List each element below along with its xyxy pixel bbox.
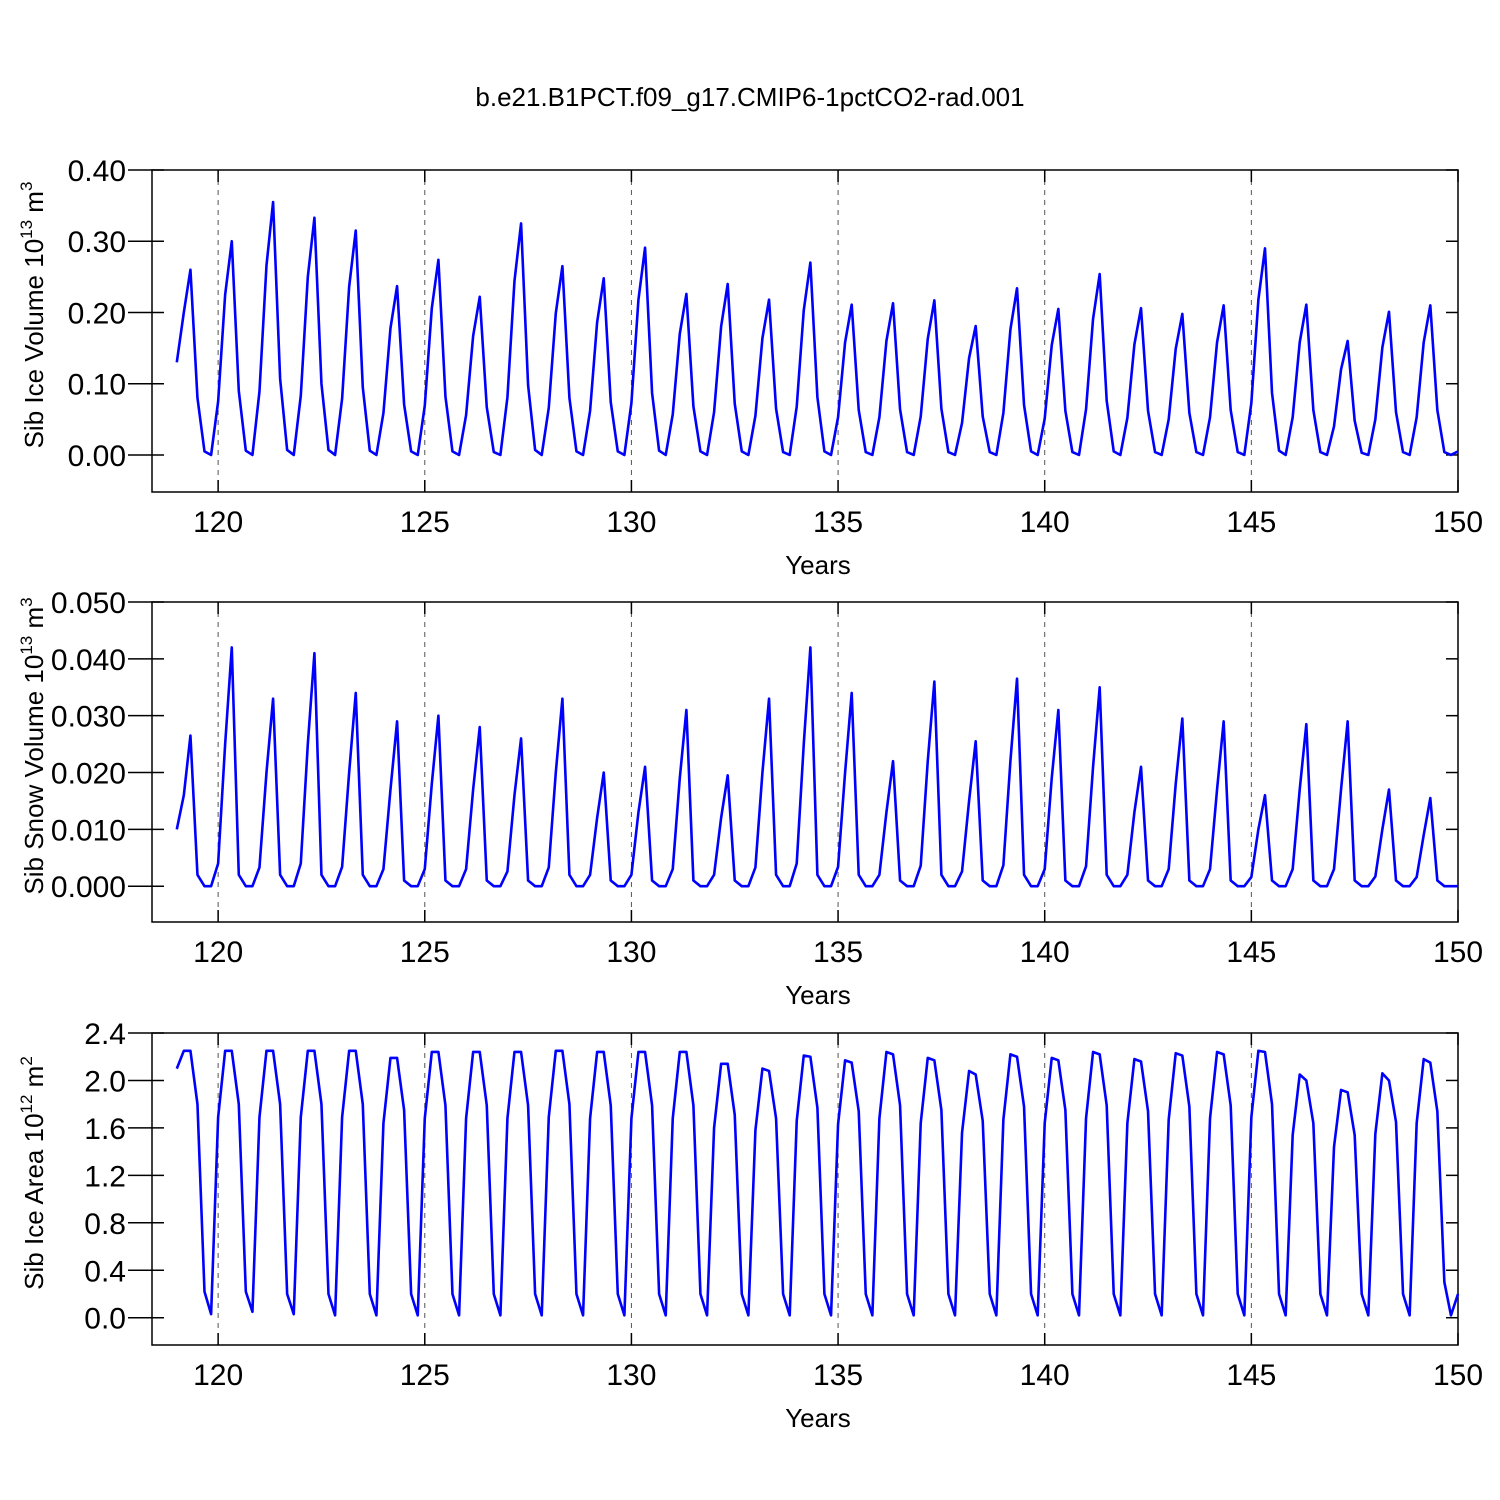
x-tick-label: 140 [1020, 936, 1070, 969]
y-axis-label-superscript: 3 [17, 182, 36, 191]
y-tick-label: 0.30 [68, 226, 126, 259]
x-axis-label: Years [785, 1403, 851, 1433]
x-tick-label: 150 [1433, 1359, 1483, 1392]
y-axis-label-superscript: 13 [17, 636, 36, 655]
y-tick-label: 1.6 [84, 1113, 126, 1146]
y-tick-label: 0.0 [84, 1303, 126, 1336]
x-tick-label: 145 [1226, 506, 1276, 539]
y-tick-label: 2.0 [84, 1065, 126, 1098]
y-tick-label: 1.2 [84, 1160, 126, 1193]
y-axis-label-part: Sib Ice Volume 10 [19, 239, 49, 449]
x-tick-label: 125 [400, 1359, 450, 1392]
plot-frame [151, 169, 1459, 493]
x-tick-label: 150 [1433, 506, 1483, 539]
y-axis-label-part: Sib Snow Volume 10 [19, 655, 49, 895]
y-tick-label: 0.10 [68, 369, 126, 402]
x-tick-label: 120 [193, 506, 243, 539]
x-tick-label: 130 [606, 1359, 656, 1392]
x-tick-label: 125 [400, 936, 450, 969]
y-axis-label-superscript: 13 [17, 220, 36, 239]
plot-frame [151, 601, 1459, 923]
y-tick-label: 0.020 [51, 758, 126, 791]
y-tick-label: 0.050 [51, 587, 126, 620]
x-tick-label: 120 [193, 936, 243, 969]
x-tick-label: 135 [813, 1359, 863, 1392]
x-tick-label: 130 [606, 936, 656, 969]
y-tick-label: 0.20 [68, 297, 126, 330]
y-axis-label-superscript: 2 [17, 1056, 36, 1065]
y-axis-label-part: m [19, 191, 49, 220]
y-tick-label: 0.010 [51, 814, 126, 847]
data-line [175, 1049, 1460, 1317]
y-tick-label: 0.00 [68, 440, 126, 473]
y-axis-label-superscript: 3 [17, 597, 36, 606]
x-tick-label: 140 [1020, 506, 1070, 539]
x-axis-label: Years [785, 550, 851, 580]
x-tick-label: 130 [606, 506, 656, 539]
x-tick-label: 125 [400, 506, 450, 539]
y-axis-label: Sib Ice Area 1012 m2 [17, 1056, 49, 1290]
x-tick-label: 135 [813, 506, 863, 539]
y-axis-label-part: m [19, 607, 49, 636]
x-axis-label: Years [785, 980, 851, 1010]
y-tick-label: 2.4 [84, 1018, 126, 1051]
y-tick-label: 0.4 [84, 1255, 126, 1288]
y-tick-label: 0.000 [51, 871, 126, 904]
data-line [175, 646, 1458, 888]
y-tick-label: 0.040 [51, 644, 126, 677]
y-tick-label: 0.030 [51, 701, 126, 734]
x-tick-label: 145 [1226, 1359, 1276, 1392]
x-tick-label: 135 [813, 936, 863, 969]
y-axis-label-part: Sib Ice Area 10 [19, 1113, 49, 1289]
y-axis-label: Sib Snow Volume 1013 m3 [17, 597, 49, 894]
plot-frame [151, 1032, 1459, 1346]
y-axis-label-part: m [19, 1066, 49, 1095]
y-tick-label: 0.40 [68, 155, 126, 188]
x-tick-label: 150 [1433, 936, 1483, 969]
y-axis-label-superscript: 12 [17, 1095, 36, 1114]
chart-title: b.e21.B1PCT.f09_g17.CMIP6-1pctCO2-rad.00… [475, 82, 1024, 112]
data-line [175, 200, 1459, 457]
y-tick-label: 0.8 [84, 1208, 126, 1241]
y-axis-label: Sib Ice Volume 1013 m3 [17, 182, 49, 449]
x-tick-label: 140 [1020, 1359, 1070, 1392]
x-tick-label: 120 [193, 1359, 243, 1392]
x-tick-label: 145 [1226, 936, 1276, 969]
